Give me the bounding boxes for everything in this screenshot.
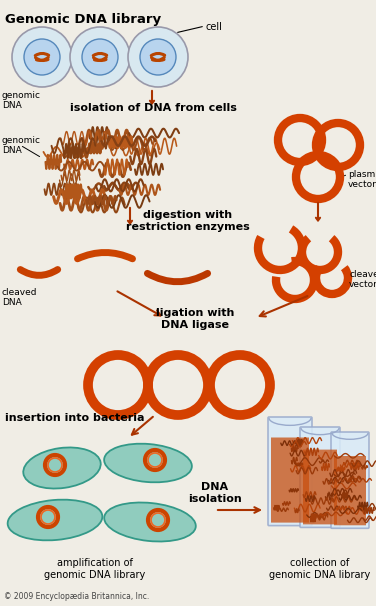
Text: cleaved
DNA: cleaved DNA	[2, 288, 38, 307]
Text: genomic
DNA: genomic DNA	[2, 136, 41, 155]
Ellipse shape	[23, 447, 101, 488]
FancyBboxPatch shape	[268, 417, 312, 525]
FancyArrowPatch shape	[152, 58, 164, 61]
Text: Genomic DNA library: Genomic DNA library	[5, 13, 161, 26]
FancyArrowPatch shape	[35, 58, 48, 61]
Text: insertion into bacteria: insertion into bacteria	[5, 413, 144, 423]
Text: plasmid
vectors: plasmid vectors	[348, 170, 376, 190]
Ellipse shape	[104, 444, 192, 482]
FancyArrowPatch shape	[35, 53, 49, 56]
Circle shape	[24, 39, 60, 75]
Circle shape	[70, 27, 130, 87]
Circle shape	[82, 39, 118, 75]
Text: amplification of
genomic DNA library: amplification of genomic DNA library	[44, 558, 146, 579]
Ellipse shape	[104, 502, 196, 542]
FancyArrowPatch shape	[94, 58, 106, 61]
FancyBboxPatch shape	[271, 438, 309, 522]
FancyArrowPatch shape	[36, 58, 48, 61]
Text: cell: cell	[205, 22, 222, 32]
FancyArrowPatch shape	[94, 58, 106, 61]
Text: ligation with
DNA ligase: ligation with DNA ligase	[156, 308, 234, 330]
FancyArrowPatch shape	[152, 58, 164, 61]
FancyArrowPatch shape	[147, 273, 208, 282]
FancyBboxPatch shape	[300, 427, 340, 527]
FancyBboxPatch shape	[331, 432, 369, 528]
Ellipse shape	[8, 500, 102, 541]
Text: collection of
genomic DNA library: collection of genomic DNA library	[269, 558, 371, 579]
FancyArrowPatch shape	[20, 270, 58, 275]
Text: © 2009 Encyclopædia Britannica, Inc.: © 2009 Encyclopædia Britannica, Inc.	[4, 592, 149, 601]
FancyBboxPatch shape	[334, 456, 366, 525]
Circle shape	[12, 27, 72, 87]
FancyArrowPatch shape	[77, 253, 132, 259]
FancyArrowPatch shape	[151, 53, 165, 56]
Text: cleaved
vectors: cleaved vectors	[349, 270, 376, 290]
FancyArrowPatch shape	[93, 53, 107, 56]
Text: digestion with
restriction enzymes: digestion with restriction enzymes	[126, 210, 250, 231]
Circle shape	[128, 27, 188, 87]
Text: isolation of DNA from cells: isolation of DNA from cells	[70, 103, 237, 113]
Circle shape	[140, 39, 176, 75]
Text: genomic
DNA: genomic DNA	[2, 91, 41, 110]
Text: DNA
isolation: DNA isolation	[188, 482, 242, 504]
FancyBboxPatch shape	[303, 450, 337, 524]
